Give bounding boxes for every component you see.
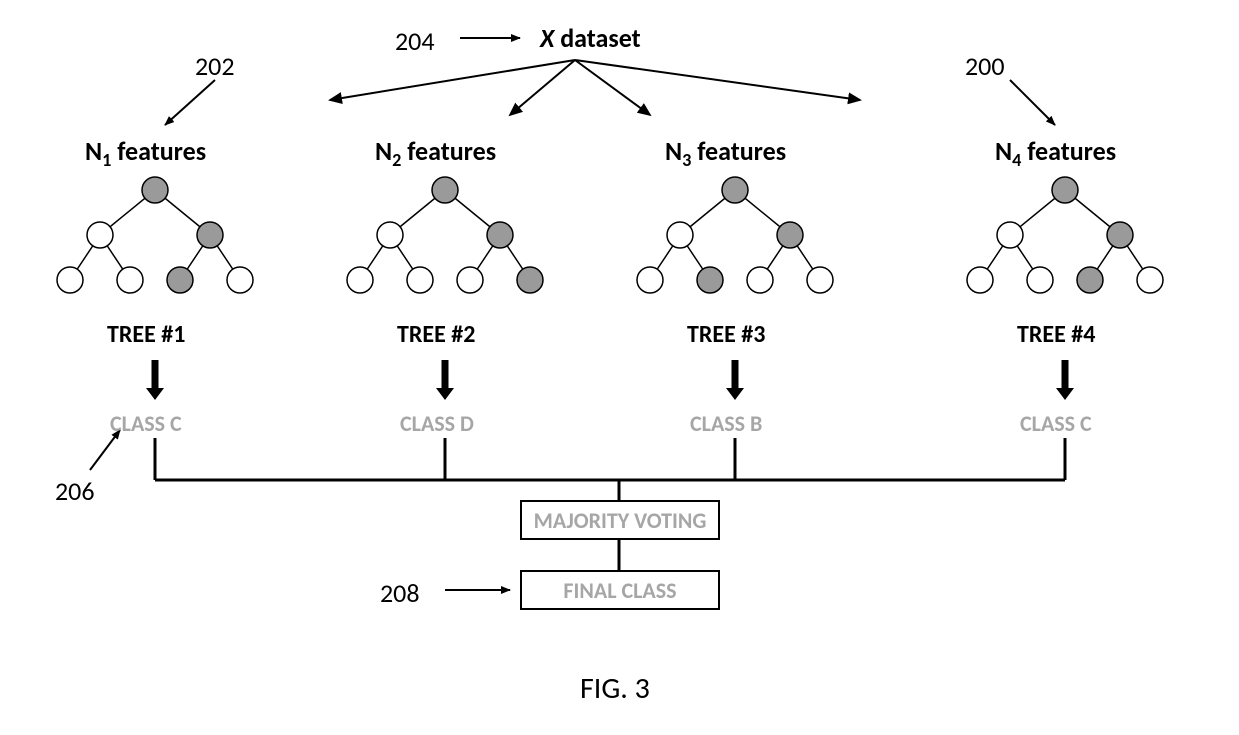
ref-202: 202 <box>195 50 235 82</box>
ref-206: 206 <box>55 475 95 507</box>
class-label-3: CLASS B <box>690 410 762 437</box>
features-label-4: N4 features <box>995 135 1116 171</box>
final-class-label: FINAL CLASS <box>563 577 676 604</box>
features-label-3: N3 features <box>665 135 786 171</box>
dataset-label-text: dataset <box>560 22 640 54</box>
features-label-2: N2 features <box>375 135 496 171</box>
diagram-svg <box>0 0 1239 735</box>
class-label-2: CLASS D <box>400 410 474 437</box>
tree-label-4: TREE #4 <box>1017 320 1095 349</box>
tree-label-3: TREE #3 <box>687 320 765 349</box>
class-label-4: CLASS C <box>1020 410 1092 437</box>
dataset-label: X dataset <box>540 22 641 54</box>
tree-label-1: TREE #1 <box>107 320 185 349</box>
final-class-box: FINAL CLASS <box>520 570 720 610</box>
ref-200: 200 <box>965 50 1005 82</box>
class-label-1: CLASS C <box>110 410 182 437</box>
ref-204: 204 <box>395 25 435 57</box>
figure-label: FIG. 3 <box>580 670 650 707</box>
features-label-1: N1 features <box>85 135 206 171</box>
tree-label-2: TREE #2 <box>397 320 475 349</box>
majority-voting-box: MAJORITY VOTING <box>520 500 720 540</box>
majority-voting-label: MAJORITY VOTING <box>534 507 707 534</box>
ref-208: 208 <box>380 577 420 609</box>
